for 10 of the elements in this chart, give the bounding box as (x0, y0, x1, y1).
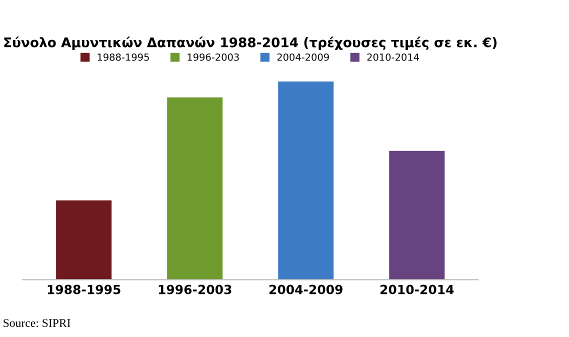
legend-label: 1996-2003 (188, 53, 239, 61)
source-note: Source: SIPRI (4, 319, 70, 328)
legend-label: 2004-2009 (277, 53, 329, 61)
x-tick-label: 1996-2003 (158, 284, 232, 294)
legend-label: 2010-2014 (367, 53, 419, 61)
x-tick-label: 1988-1995 (48, 284, 120, 294)
x-tick-label: 2004-2009 (269, 284, 342, 294)
x-tick-label: 2010-2014 (380, 284, 454, 294)
chart-title: Σύνολο Αμυντικών Δαπανών 1988-2014 (τρέχουσες τιμές σε εκ. €) (4, 36, 497, 50)
legend-label: 1988-1995 (98, 53, 149, 61)
